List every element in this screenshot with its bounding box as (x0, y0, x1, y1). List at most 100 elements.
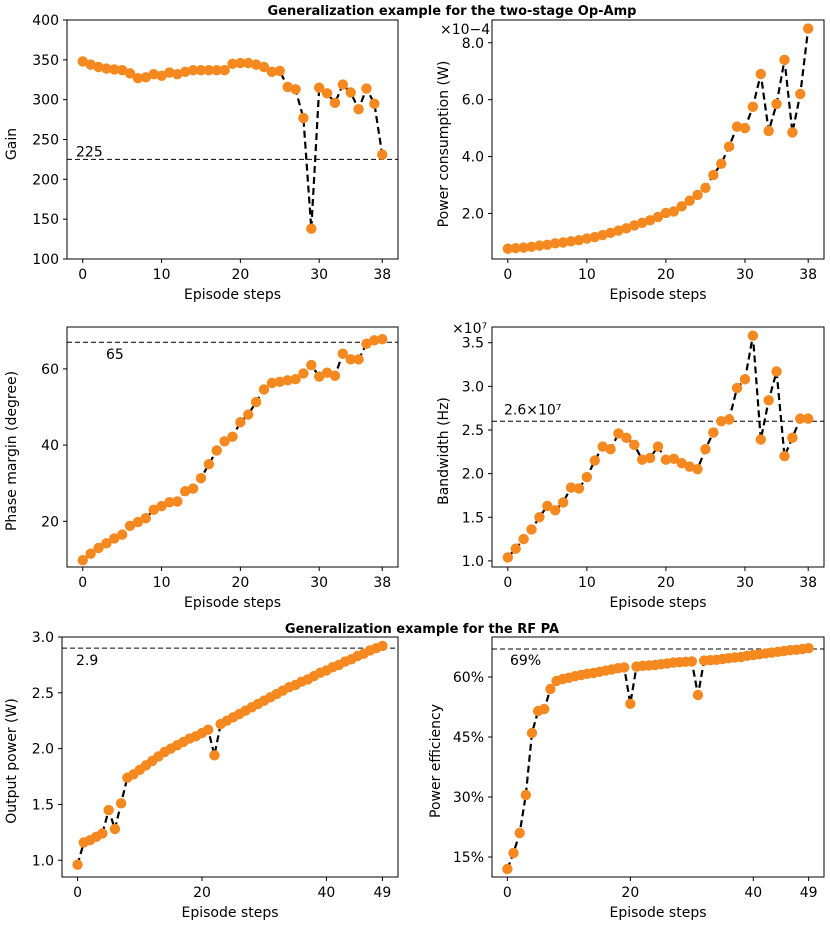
phase-data-point (172, 496, 183, 507)
phase-data-point (164, 497, 175, 508)
gain-ytick-label: 200 (32, 172, 59, 188)
power-data-point (542, 239, 553, 250)
bandwidth-data-point (502, 552, 514, 563)
bandwidth-data-point (716, 416, 727, 427)
gain-data-point (180, 66, 191, 77)
output-data-point (203, 724, 214, 735)
output-xtick-label: 20 (193, 885, 211, 901)
phase-data-point (361, 338, 372, 349)
bandwidth-data-point (747, 330, 759, 341)
efficiency-data-point (526, 727, 538, 739)
output-ylabel: Output power (W) (4, 698, 20, 824)
power-data-point (708, 169, 719, 181)
phase-xtick-label: 38 (373, 575, 391, 591)
gain-data-point (219, 64, 230, 76)
gain-data-point (258, 61, 270, 73)
bandwidth-data-point (723, 414, 735, 425)
power-xtick-label: 38 (799, 267, 817, 283)
phase-ytick-label: 40 (41, 438, 59, 454)
output-ytick-label: 3.0 (32, 630, 54, 646)
phase-xtick-label: 20 (231, 575, 249, 591)
phase-data-point (93, 542, 104, 554)
phase-data-point (109, 533, 120, 544)
efficiency-ylabel: Power efficiency (428, 704, 444, 818)
efficiency-plot-frame (491, 636, 825, 878)
efficiency-xtick-label: 20 (621, 885, 639, 901)
gain-plot-frame (66, 19, 399, 260)
efficiency-reference-label: 69% (510, 653, 541, 669)
bandwidth-data-point (589, 455, 600, 466)
phase-data-point (266, 377, 278, 389)
power-xtick-label: 10 (578, 267, 596, 283)
efficiency-xtick-label: 0 (503, 885, 512, 901)
phase-data-point (377, 333, 388, 345)
phase-data-point (250, 396, 262, 408)
power-xlabel: Episode steps (609, 287, 706, 303)
phase-data-point (77, 554, 88, 566)
gain-data-point (313, 82, 325, 93)
efficiency-xtick-label: 49 (800, 885, 818, 901)
bandwidth-data-point (542, 500, 553, 512)
power-data-point (534, 240, 545, 251)
phase-data-point (235, 417, 246, 428)
power-data-point (684, 195, 695, 206)
output-data-point (115, 798, 127, 809)
power-data-point (526, 241, 537, 252)
bandwidth-data-point (668, 453, 680, 464)
phase-data-point (369, 335, 380, 346)
power-data-point (565, 236, 577, 247)
power-data-point (747, 101, 759, 112)
bandwidth-xlabel: Episode steps (609, 595, 706, 611)
output-plot-frame (61, 636, 399, 878)
phase-data-point (187, 483, 199, 494)
phase-data-point (211, 445, 222, 456)
phase-data-point (321, 367, 333, 378)
phase-ytick-label: 20 (41, 514, 59, 530)
gain-data-point (345, 87, 356, 98)
phase-data-point (243, 409, 254, 420)
opamp-title: Generalization example for the two-stage… (268, 4, 637, 19)
power-data-point (668, 206, 680, 217)
power-data-point (613, 225, 624, 236)
bandwidth-data-point (692, 464, 703, 475)
power-exponent: ×10−4 (440, 22, 490, 38)
output-data-point (109, 823, 121, 835)
phase-data-point (306, 359, 317, 371)
power-data-point (581, 233, 593, 244)
output-ytick-label: 1.0 (32, 853, 54, 869)
gain-ytick-label: 350 (32, 53, 59, 69)
power-ytick-label: 2.0 (462, 206, 484, 222)
bandwidth-data-point (629, 439, 640, 451)
panel-output: 0 20 40 49 1.0 1.5 2.0 2.5 3.0 Episode steps Outpu… (4, 630, 399, 921)
gain-xtick-label: 20 (231, 267, 249, 283)
phase-data-point (290, 373, 301, 385)
bandwidth-data-point (787, 432, 798, 444)
power-data-point (589, 231, 600, 243)
gain-data-point (101, 63, 112, 74)
output-reference-label: 2.9 (76, 653, 98, 669)
power-data-point (771, 98, 782, 110)
gain-data-point (156, 70, 167, 81)
bandwidth-data-point (636, 454, 648, 465)
output-ytick-label: 2.0 (32, 742, 54, 758)
bandwidth-xtick-label: 20 (657, 575, 675, 591)
phase-data-point (101, 538, 112, 549)
gain-xtick-label: 10 (153, 267, 171, 283)
power-data-point (755, 68, 766, 80)
phase-data-point (219, 436, 230, 447)
phase-data-point (116, 529, 128, 540)
output-xtick-label: 40 (318, 885, 336, 901)
gain-data-point (282, 81, 293, 93)
gain-ytick-label: 250 (32, 133, 59, 149)
bandwidth-data-point (565, 482, 577, 493)
gain-xtick-label: 30 (310, 267, 328, 283)
phase-data-point (156, 500, 167, 512)
power-data-point (723, 141, 735, 152)
bandwidth-xtick-label: 0 (503, 575, 512, 591)
efficiency-data-point (803, 643, 814, 654)
gain-data-point (132, 72, 144, 84)
power-ytick-label: 6.0 (462, 93, 484, 109)
power-data-point (510, 242, 521, 254)
bandwidth-ytick-label: 3.0 (462, 379, 484, 395)
gain-data-point (377, 149, 388, 160)
